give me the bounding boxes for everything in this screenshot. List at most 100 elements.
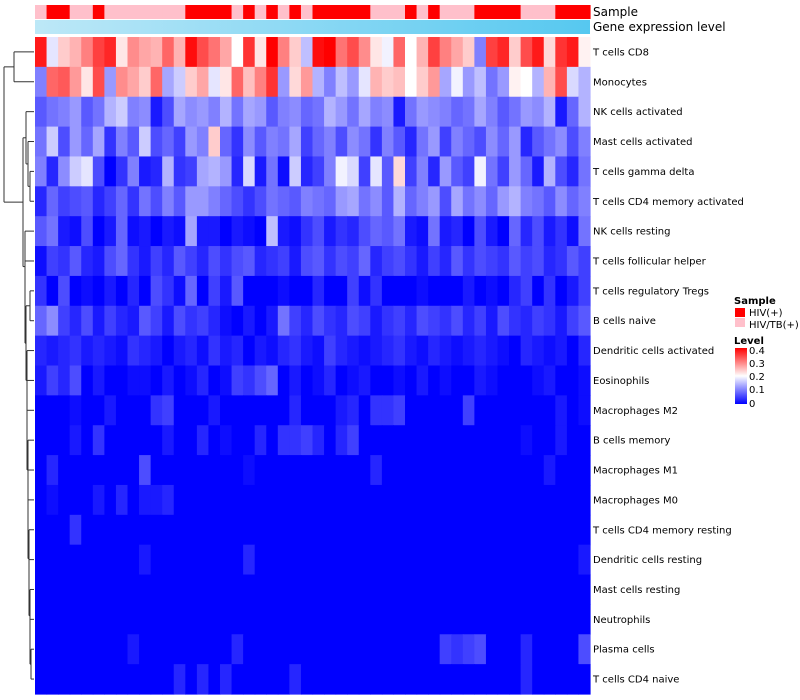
heatmap-cell	[104, 66, 117, 98]
heatmap-cell	[69, 156, 82, 187]
heatmap-cell	[312, 484, 325, 516]
heatmap-cell	[439, 335, 452, 367]
heatmap-cell	[92, 37, 105, 68]
heatmap-cell	[324, 634, 337, 665]
heatmap-cell	[428, 544, 441, 576]
heatmap-cell	[474, 66, 487, 98]
heatmap-cell	[115, 66, 129, 98]
heatmap-cell	[312, 126, 325, 158]
heatmap-cell	[58, 455, 71, 486]
heatmap-cell	[312, 514, 325, 546]
heatmap-cell	[150, 664, 163, 695]
heatmap-cell	[231, 246, 244, 277]
heatmap-cell	[405, 365, 418, 396]
heatmap-cell	[266, 634, 279, 665]
heatmap-cell	[474, 544, 487, 576]
heatmap-cell	[324, 335, 337, 367]
heatmap-cell	[35, 514, 48, 546]
heatmap-cell	[150, 186, 163, 217]
heatmap-cell	[532, 305, 545, 337]
heatmap-cell	[324, 514, 337, 546]
heatmap-cell	[358, 664, 371, 695]
heatmap-cell	[69, 66, 82, 98]
heatmap-cell	[555, 156, 568, 187]
heatmap-cell	[474, 305, 487, 337]
heatmap-cell	[69, 604, 82, 635]
heatmap-cell	[324, 37, 337, 68]
heatmap-cell	[104, 484, 117, 516]
heatmap-cell	[451, 365, 464, 396]
sample-annotation-cell	[46, 5, 59, 19]
heatmap-cell	[462, 425, 475, 456]
heatmap-cell	[439, 425, 452, 456]
heatmap-cell	[393, 96, 406, 128]
heatmap-cell	[254, 216, 267, 247]
heatmap-cell	[231, 514, 244, 546]
heatmap-cell	[81, 37, 94, 68]
heatmap-cell	[428, 365, 441, 396]
heatmap-cell	[485, 335, 499, 367]
heatmap-cell	[543, 514, 556, 546]
heatmap-cell	[416, 544, 429, 576]
heatmap-cell	[532, 96, 545, 128]
heatmap-cell	[485, 604, 499, 635]
heatmap-cell	[289, 634, 302, 665]
heatmap-cell	[393, 634, 406, 665]
heatmap-cell	[127, 514, 140, 546]
heatmap-cell	[173, 216, 186, 247]
heatmap-cell	[162, 544, 175, 576]
heatmap-cell	[277, 96, 290, 128]
heatmap-cell	[393, 574, 406, 606]
heatmap-cell	[578, 425, 591, 456]
heatmap-cell	[69, 425, 82, 456]
heatmap-cell	[162, 156, 175, 187]
heatmap-cell	[196, 664, 210, 695]
heatmap-cell	[139, 216, 152, 247]
heatmap-cell	[405, 484, 418, 516]
heatmap-cell	[46, 96, 59, 128]
heatmap-cell	[173, 335, 186, 367]
heatmap-cell	[416, 664, 429, 695]
heatmap-cell	[243, 604, 256, 635]
heatmap-cell	[231, 664, 244, 695]
heatmap-cell	[358, 634, 371, 665]
heatmap-cell	[46, 126, 59, 158]
heatmap-cell	[509, 335, 522, 367]
heatmap-cell	[35, 126, 48, 158]
heatmap-cell	[474, 246, 487, 277]
sample-annotation-cell	[150, 5, 163, 19]
heatmap-cell	[127, 335, 140, 367]
heatmap-cell	[231, 186, 244, 217]
heatmap-cell	[439, 96, 452, 128]
heatmap-cell	[300, 484, 314, 516]
heatmap-cell	[220, 246, 233, 277]
heatmap-cell	[358, 216, 371, 247]
heatmap-cell	[289, 425, 302, 456]
heatmap-cell	[196, 395, 210, 426]
heatmap-cell	[139, 365, 152, 396]
heatmap-cell	[69, 574, 82, 606]
heatmap-cell	[150, 544, 163, 576]
heatmap-cell	[277, 37, 290, 68]
heatmap-cell	[231, 37, 244, 68]
heatmap-cell	[416, 395, 429, 426]
heatmap-cell	[69, 96, 82, 128]
heatmap-cell	[81, 544, 94, 576]
heatmap-cell	[520, 455, 533, 486]
heatmap-cell	[497, 186, 510, 217]
heatmap-cell	[335, 484, 348, 516]
heatmap-cell	[46, 604, 59, 635]
heatmap-cell	[185, 574, 198, 606]
heatmap-cell	[312, 216, 325, 247]
heatmap-cell	[543, 156, 556, 187]
row-label: Dendritic cells activated	[593, 346, 714, 357]
heatmap-cell	[208, 66, 221, 98]
heatmap-cell	[416, 216, 429, 247]
heatmap-cell	[393, 395, 406, 426]
heatmap-cell	[92, 126, 105, 158]
heatmap-cell	[173, 604, 186, 635]
heatmap-cell	[335, 216, 348, 247]
heatmap-cell	[243, 96, 256, 128]
heatmap-cell	[405, 96, 418, 128]
heatmap-cell	[208, 305, 221, 337]
